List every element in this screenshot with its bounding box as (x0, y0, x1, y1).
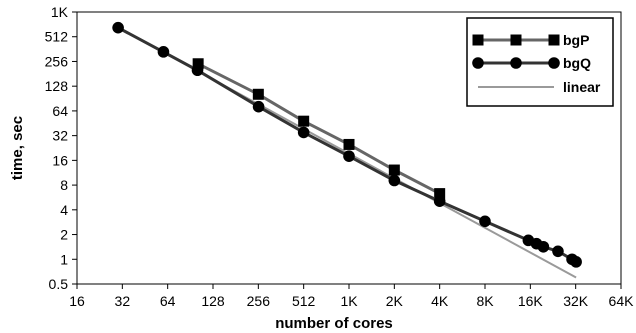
y-axis-title: time, sec (9, 116, 26, 180)
data-point-bgQ (191, 64, 204, 77)
legend-marker-bgP (548, 34, 560, 46)
data-point-bgP (192, 58, 204, 70)
x-tick-label: 32 (115, 293, 131, 309)
y-tick-label: 16 (52, 152, 68, 168)
y-tick-label: 256 (45, 53, 69, 69)
x-tick-label: 32K (563, 293, 589, 309)
data-point-bgQ (388, 174, 401, 187)
data-point-bgQ (297, 126, 310, 139)
x-tick-label: 2K (386, 293, 404, 309)
legend-label-bgP: bgP (563, 32, 589, 48)
data-point-bgP (388, 164, 400, 176)
y-tick-label: 0.5 (49, 276, 69, 292)
legend-marker-bgQ (472, 57, 484, 69)
x-tick-label: 8K (476, 293, 494, 309)
x-tick-label: 512 (292, 293, 316, 309)
legend: bgP bgQ linear (466, 17, 614, 107)
data-point-bgQ (537, 240, 550, 253)
data-point-bgQ (343, 150, 355, 162)
y-tick-label: 4 (60, 202, 68, 218)
data-point-bgQ (433, 195, 446, 207)
y-tick-label: 1 (60, 251, 68, 267)
y-tick-label: 128 (45, 78, 69, 94)
data-point-bgQ (112, 21, 124, 34)
y-axis: 0.5 1 2 4 8 16 32 64 128 256 512 1K (45, 4, 77, 292)
data-point-bgQ (570, 256, 582, 268)
x-tick-label: 64K (609, 293, 635, 309)
data-point-bgP (298, 115, 310, 127)
legend-marker-bgQ (510, 57, 522, 69)
y-tick-label: 8 (60, 177, 68, 193)
legend-marker-bgP (472, 34, 484, 46)
legend-label-bgQ: bgQ (563, 55, 591, 71)
x-tick-label: 128 (201, 293, 225, 309)
x-tick-label: 1K (340, 293, 358, 309)
data-point-bgQ (252, 100, 265, 113)
legend-label-linear: linear (563, 79, 601, 95)
x-tick-label: 16K (518, 293, 544, 309)
x-tick-label: 4K (431, 293, 449, 309)
x-axis: 16 32 64 128 256 512 1K 2K 4K 8K 16K 32K 64K (69, 284, 634, 309)
x-tick-label: 16 (69, 293, 85, 309)
y-tick-label: 64 (52, 103, 68, 119)
y-tick-label: 1K (51, 4, 69, 20)
y-tick-label: 32 (52, 128, 68, 144)
x-tick-label: 64 (160, 293, 176, 309)
data-point-bgQ (157, 46, 170, 58)
data-point-bgQ (552, 245, 564, 258)
data-point-bgP (343, 138, 355, 150)
x-tick-label: 256 (247, 293, 271, 309)
data-point-bgP (434, 188, 446, 200)
legend-marker-bgP (510, 34, 522, 46)
series-line-bgP (197, 62, 441, 195)
series-layer (112, 21, 582, 279)
y-tick-label: 512 (45, 29, 69, 45)
data-point-bgP (252, 88, 264, 100)
y-tick-label: 2 (60, 227, 68, 243)
legend-marker-bgQ (548, 57, 560, 69)
data-point-bgQ (479, 215, 491, 228)
x-axis-title: number of cores (275, 315, 393, 332)
